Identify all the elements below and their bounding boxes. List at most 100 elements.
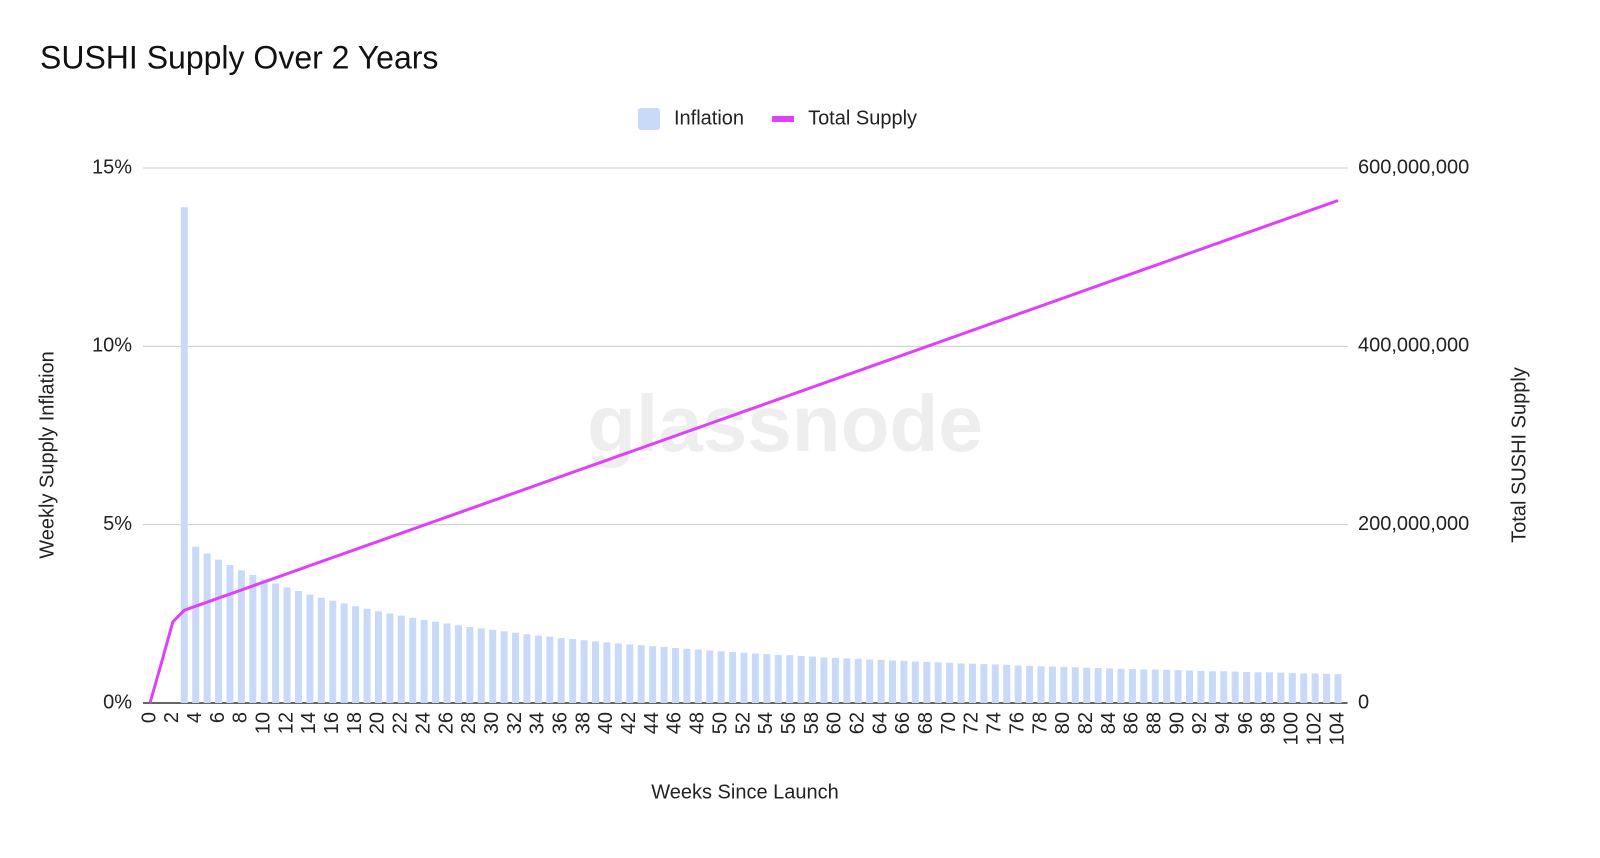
bar [911,661,919,703]
bar [603,642,611,703]
bar [1026,665,1034,703]
x-tick-label: 94 [1212,712,1234,734]
bar [1048,666,1056,703]
bar [889,660,896,703]
y-tick-label: 10% [92,335,132,357]
bar [420,619,428,703]
x-tick-label: 56 [778,712,800,734]
bar [374,611,382,703]
bar [968,663,976,703]
bar [763,654,771,703]
bar [237,570,245,703]
y-axis-title: Weekly Supply Inflation [36,351,58,559]
bar [751,653,759,703]
bar [466,627,474,703]
x-tick-label: 10 [253,712,275,734]
bar [557,638,565,703]
bar [1151,669,1159,703]
bar [1208,671,1216,703]
bar [1311,673,1319,703]
line [148,199,1339,704]
x-tick-label: 78 [1029,712,1051,734]
x-tick-label: 70 [938,712,960,734]
x-tick-label: 98 [1258,712,1280,734]
x-tick-label: 66 [892,712,914,734]
bar [397,615,405,703]
bar [1106,668,1114,703]
bar [866,659,874,703]
bar [706,650,714,703]
x-tick-label: 24 [412,712,434,734]
x-tick-label: 14 [298,712,320,734]
y2-tick-label: 200,000,000 [1358,513,1469,535]
x-tick-label: 80 [1052,712,1074,734]
bar [180,207,188,703]
bar [203,553,211,703]
bar [569,639,577,703]
bar [534,635,542,703]
bar [843,658,851,703]
bar [1094,668,1102,703]
bar [877,659,885,703]
bar [580,640,588,703]
x-tick-label: 18 [344,712,366,734]
x-tick-label: 16 [321,712,343,734]
y2-tick-label: 400,000,000 [1358,335,1469,357]
x-tick-label: 92 [1189,712,1211,734]
y2-tick-label: 0 [1358,691,1369,713]
bar [637,645,645,703]
bar [626,644,634,703]
x-tick-label: 90 [1166,712,1188,734]
x-tick-label: 32 [504,712,526,734]
bar [1323,673,1331,703]
x-tick-label: 28 [458,712,480,734]
bar [1186,670,1193,703]
chart-title: SUSHI Supply Over 2 Years [40,39,438,75]
x-tick-label: 50 [709,712,731,734]
bar [1140,669,1148,703]
bar [1243,671,1251,703]
bar [797,655,805,703]
bar [923,661,931,703]
bar [1265,672,1273,703]
y-tick-label: 15% [92,156,132,178]
bar [1220,671,1228,703]
x-tick-label: 96 [1235,712,1257,734]
legend-label: Inflation [674,107,744,129]
bar [717,651,725,703]
bar [1231,671,1239,703]
bar [477,628,485,703]
bar [409,617,417,703]
x-tick-label: 4 [184,712,206,723]
x-tick-label: 42 [618,712,640,734]
x-axis-title: Weeks Since Launch [651,781,839,803]
legend-label: Total Supply [808,107,917,129]
bar [329,600,337,703]
x-tick-label: 36 [550,712,572,734]
bar [729,651,737,703]
bar [980,664,988,703]
bar [1128,669,1136,703]
bar [1288,673,1296,703]
x-tick-label: 46 [664,712,686,734]
bar [614,643,622,703]
bar [1014,665,1022,703]
x-tick-label: 0 [138,712,160,723]
bar [386,613,394,703]
bar [1174,670,1182,703]
x-tick-label: 38 [572,712,594,734]
x-tick-label: 44 [641,712,663,734]
bar [546,636,554,703]
bar [352,606,360,703]
bar [820,657,828,703]
bar [1071,667,1079,703]
y2-tick-label: 600,000,000 [1358,156,1469,178]
y-tick-label: 0% [103,691,132,713]
legend-swatch [772,116,795,122]
x-tick-label: 12 [275,712,297,734]
x-tick-label: 58 [801,712,823,734]
bar [489,629,497,703]
bar [671,648,679,703]
bar [1083,667,1091,703]
